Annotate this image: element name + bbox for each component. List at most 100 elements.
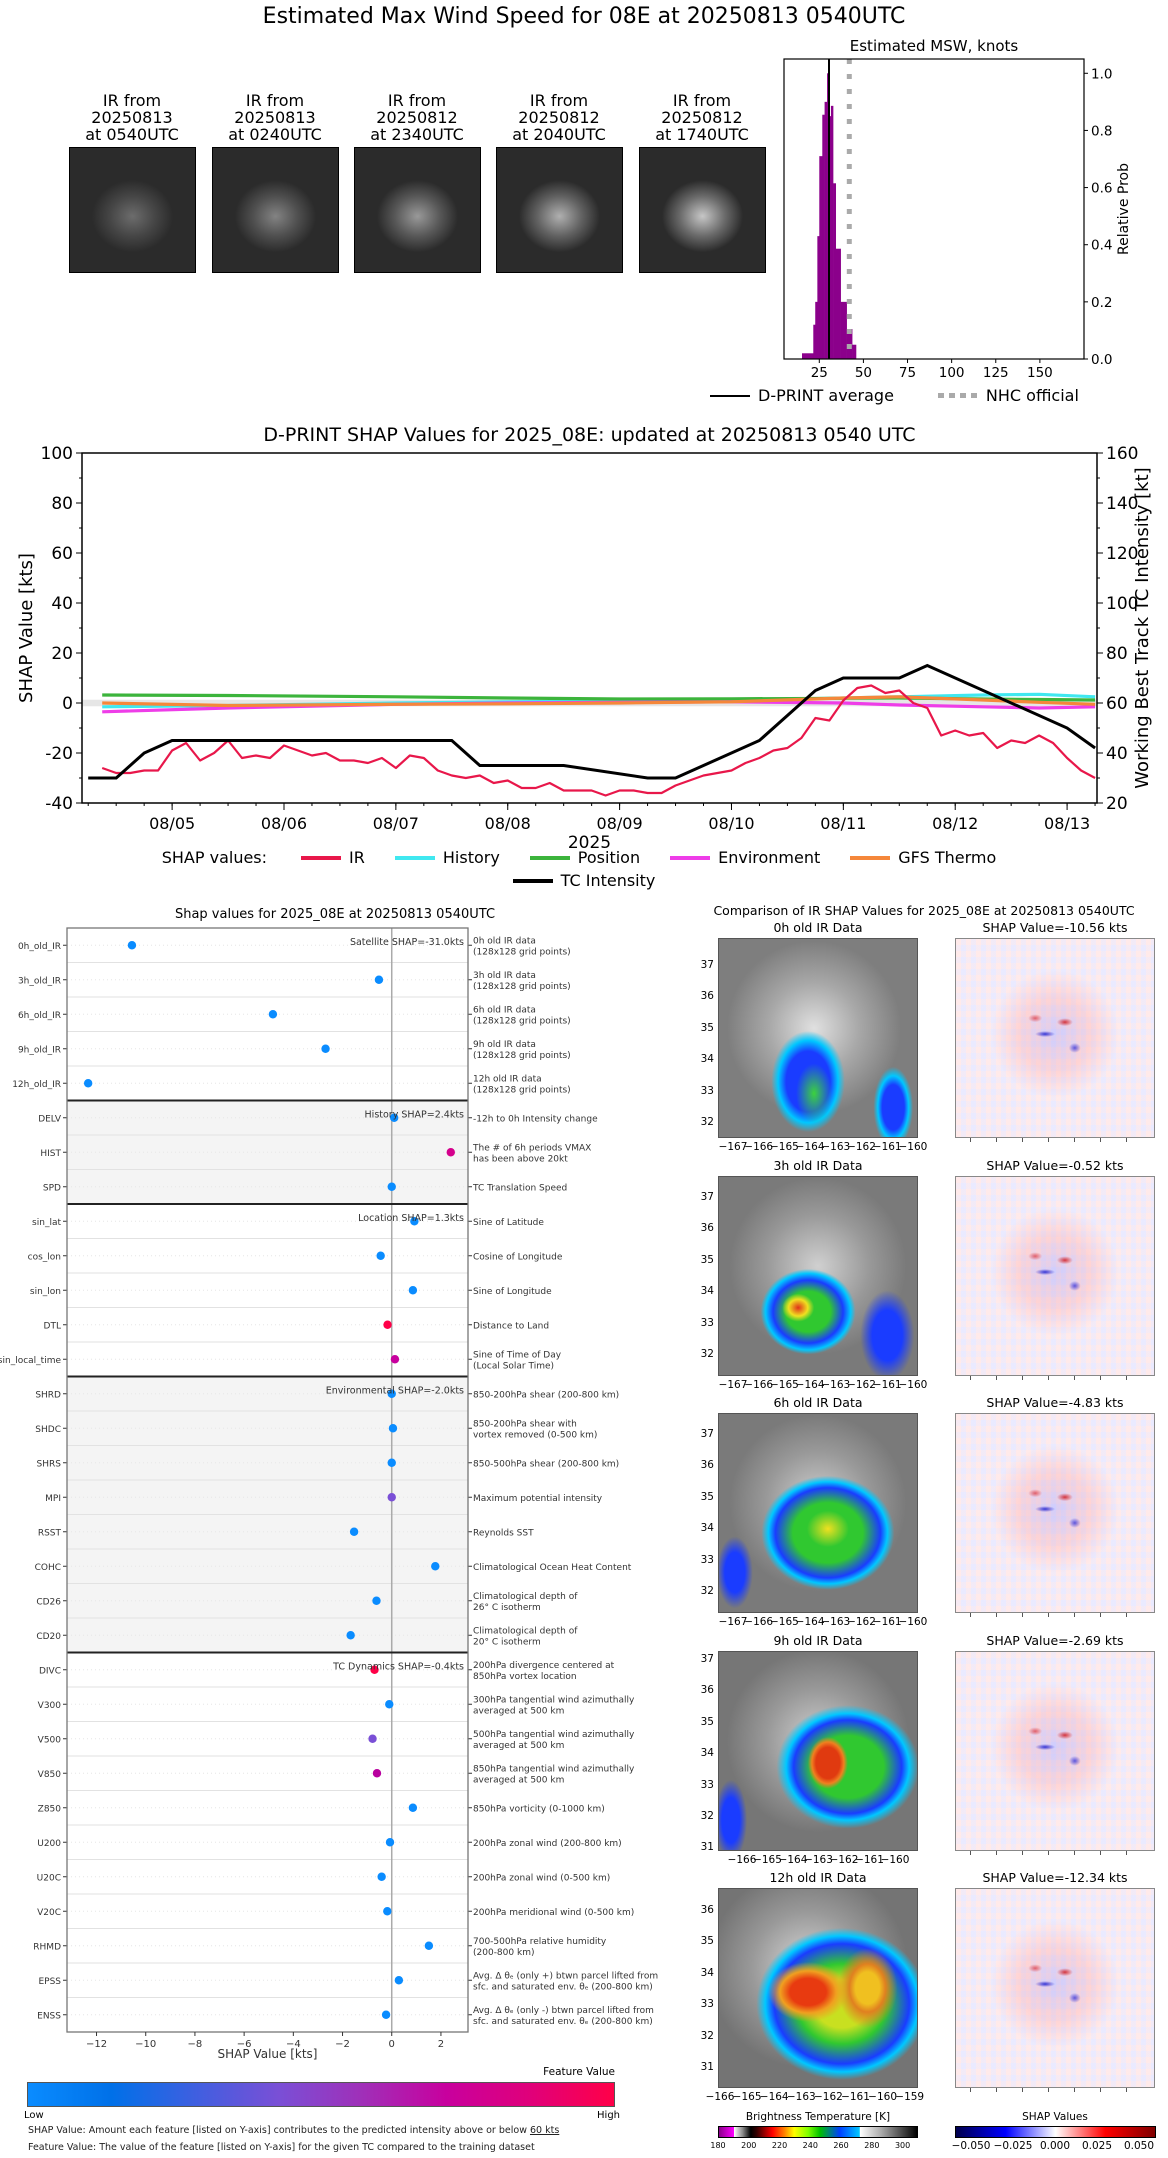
legend-label: TC Intensity: [560, 871, 656, 890]
feature-description: averaged at 500 km: [473, 1741, 564, 1751]
legend-ir: IR: [301, 848, 365, 867]
feature-description: 850-500hPa shear (200-800 km): [473, 1459, 619, 1469]
feature-description: 300hPa tangential wind azimuthally: [473, 1695, 635, 1705]
latitude-tick-label: 33: [700, 1998, 714, 2011]
y-tick-label: 40: [51, 594, 73, 614]
y-tick-label: -40: [45, 794, 73, 814]
feature-name: sin_local_time: [0, 1356, 61, 1366]
x-tick-label: 08/10: [708, 814, 754, 833]
feature-name: V20C: [37, 1908, 61, 1918]
legend-swatch-line: [850, 855, 891, 860]
feature-description: 850hPa vortex location: [473, 1672, 577, 1682]
histogram-bar: [833, 183, 837, 359]
feature-name: DIVC: [39, 1666, 61, 1676]
feature-shap-dot: [385, 1838, 395, 1847]
longitude-tick-label: −163: [804, 1854, 833, 1866]
longitude-tick-label: −160: [898, 1379, 928, 1391]
legend-nhc-official: NHC official: [937, 386, 1079, 405]
x-tick-label: 08/05: [149, 814, 195, 833]
x-tick-label: 100: [939, 365, 965, 381]
feature-description: (200-800 km): [473, 1948, 534, 1958]
feature-description: (128x128 grid points): [473, 1051, 571, 1061]
shap-map-x-tick: [1100, 1851, 1101, 1855]
shap-map-x-tick: [1126, 2088, 1127, 2092]
x-tick-label: 2: [438, 2039, 444, 2050]
shap-map-x-tick: [1100, 1138, 1101, 1142]
thumbnail-title-line: IR from: [387, 91, 447, 110]
longitude-tick-label: −163: [821, 1379, 851, 1391]
shap-panel-title: SHAP Value=-2.69 kts: [986, 1633, 1124, 1648]
legend-label: Position: [577, 848, 641, 867]
shap-map-x-tick: [1074, 1851, 1075, 1855]
feature-description: has been above 20kt: [473, 1154, 568, 1164]
ir-comparison-title: Comparison of IR SHAP Values for 2025_08…: [713, 903, 1135, 918]
feature-shap-dot: [349, 1527, 359, 1536]
ir-shap-map: [955, 1888, 1155, 2088]
latitude-tick-label: 34: [700, 1966, 714, 1979]
feature-description: (128x128 grid points): [473, 1085, 571, 1095]
feature-description: (128x128 grid points): [473, 1016, 571, 1026]
thumbnail-title-line: 20250813: [91, 108, 173, 127]
ir-shap-map: [955, 938, 1155, 1138]
shap-map-x-tick: [1022, 2088, 1023, 2092]
shap-map-x-tick: [1126, 1138, 1127, 1142]
x-tick-label: 150: [1027, 365, 1053, 381]
shap-map-x-tick: [970, 2088, 971, 2092]
series-line-ir: [101, 684, 1096, 797]
y-tick-label: 1.0: [1091, 66, 1112, 82]
feature-shap-dot: [83, 1079, 93, 1088]
ir-brightness-map: [718, 1413, 918, 1613]
colorbar-low-label: Low: [24, 2110, 44, 2121]
latitude-tick-label: 34: [700, 1053, 714, 1066]
ir-brightness-map: [718, 1176, 918, 1376]
note-text: SHAP Value: Amount each feature [listed …: [28, 2125, 530, 2136]
feature-description: Sine of Latitude: [473, 1218, 544, 1228]
feature-description: 200hPa zonal wind (0-500 km): [473, 1873, 610, 1883]
feature-shap-dot: [374, 975, 384, 984]
latitude-tick-label: 33: [700, 1778, 714, 1791]
shap-map-x-tick: [1074, 1376, 1075, 1380]
tc-intensity-line: [88, 663, 1096, 780]
shap-map-x-tick: [970, 1851, 971, 1855]
y-tick-label: 0: [62, 694, 73, 714]
latitude-tick-label: 33: [700, 1553, 714, 1566]
brightness-tick-label: 280: [864, 2141, 880, 2150]
feature-name: SHDC: [35, 1425, 61, 1435]
feature-shap-dot: [387, 1458, 396, 1467]
feature-name: SHRD: [35, 1390, 61, 1400]
feature-description: Maximum potential intensity: [473, 1494, 603, 1504]
longitude-tick-label: −163: [786, 2091, 816, 2103]
y-tick-label: 60: [51, 544, 73, 564]
latitude-tick-label: 32: [700, 2029, 714, 2042]
feature-name: ENSS: [37, 2011, 61, 2021]
y-axis-label: Relative Prob: [1116, 163, 1132, 255]
y-tick-label: 80: [51, 494, 73, 514]
feature-description: 20° C isotherm: [473, 1637, 541, 1647]
feature-shap-dot: [268, 1010, 278, 1019]
shap-panel-title: SHAP Value=-0.52 kts: [986, 1158, 1124, 1173]
brightness-tick-label: 200: [741, 2141, 757, 2150]
feature-shap-dot: [370, 1665, 379, 1674]
feature-shap-dot: [388, 1424, 398, 1433]
y-right-tick-label: 160: [1106, 444, 1138, 464]
msw-legend: D-PRINT average NHC official: [700, 386, 1120, 405]
histogram-bar: [822, 114, 825, 359]
x-tick-label: 08/13: [1044, 814, 1090, 833]
histogram-bar: [835, 248, 841, 359]
feature-shap-dot: [321, 1044, 330, 1053]
latitude-tick-label: 36: [700, 1222, 714, 1235]
shap-colorbar-tick-label: 0.025: [1081, 2140, 1113, 2152]
x-tick-label: 0: [389, 2039, 395, 2050]
legend-swatch-line: [710, 394, 750, 397]
thumbnail-title: IR from 20250813 at 0240UTC: [195, 92, 355, 143]
legend-history: History: [394, 848, 500, 867]
longitude-tick-label: −166: [744, 1379, 774, 1391]
shap-map-x-tick: [1022, 1376, 1023, 1380]
feature-name: EPSS: [38, 1977, 61, 1987]
brightness-colorbar-label: Brightness Temperature [K]: [745, 2111, 891, 2123]
ir-panel-title: 6h old IR Data: [773, 1395, 863, 1410]
legend-label: D-PRINT average: [758, 386, 894, 405]
feature-description: 200hPa zonal wind (200-800 km): [473, 1839, 622, 1849]
feature-name: 3h_old_IR: [18, 976, 61, 986]
y-right-tick-label: 40: [1106, 744, 1128, 764]
